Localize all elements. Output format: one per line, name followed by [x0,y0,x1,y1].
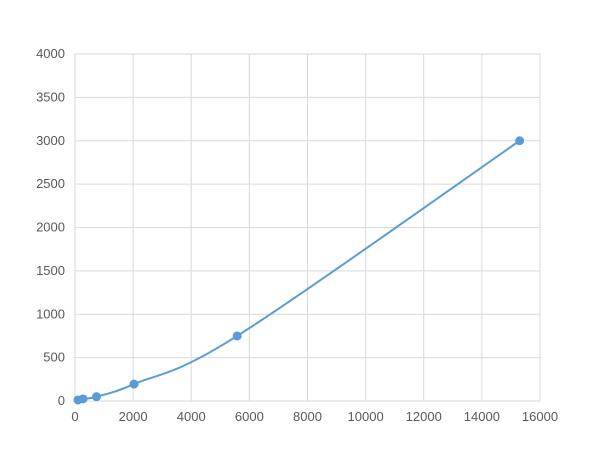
y-tick-label: 3000 [36,133,65,148]
x-tick-label: 8000 [293,409,322,424]
data-point [232,331,242,341]
x-tick-label: 16000 [522,409,558,424]
data-point [78,394,88,404]
x-tick-label: 4000 [177,409,206,424]
y-tick-label: 3500 [36,89,65,104]
y-tick-label: 2000 [36,220,65,235]
data-point [129,379,139,389]
y-tick-label: 1000 [36,306,65,321]
series-line [77,139,521,401]
data-point [515,136,525,146]
y-tick-label: 2500 [36,176,65,191]
plot-area-border [74,53,541,402]
x-tick-label: 6000 [235,409,264,424]
y-tick-label: 4000 [36,46,65,61]
x-tick-label: 12000 [406,409,442,424]
data-point [92,392,102,402]
y-tick-label: 1500 [36,263,65,278]
y-tick-label: 500 [43,350,65,365]
y-tick-label: 0 [58,393,65,408]
x-tick-label: 0 [71,409,78,424]
x-tick-label: 14000 [464,409,500,424]
x-tick-label: 2000 [119,409,148,424]
x-tick-label: 10000 [348,409,384,424]
